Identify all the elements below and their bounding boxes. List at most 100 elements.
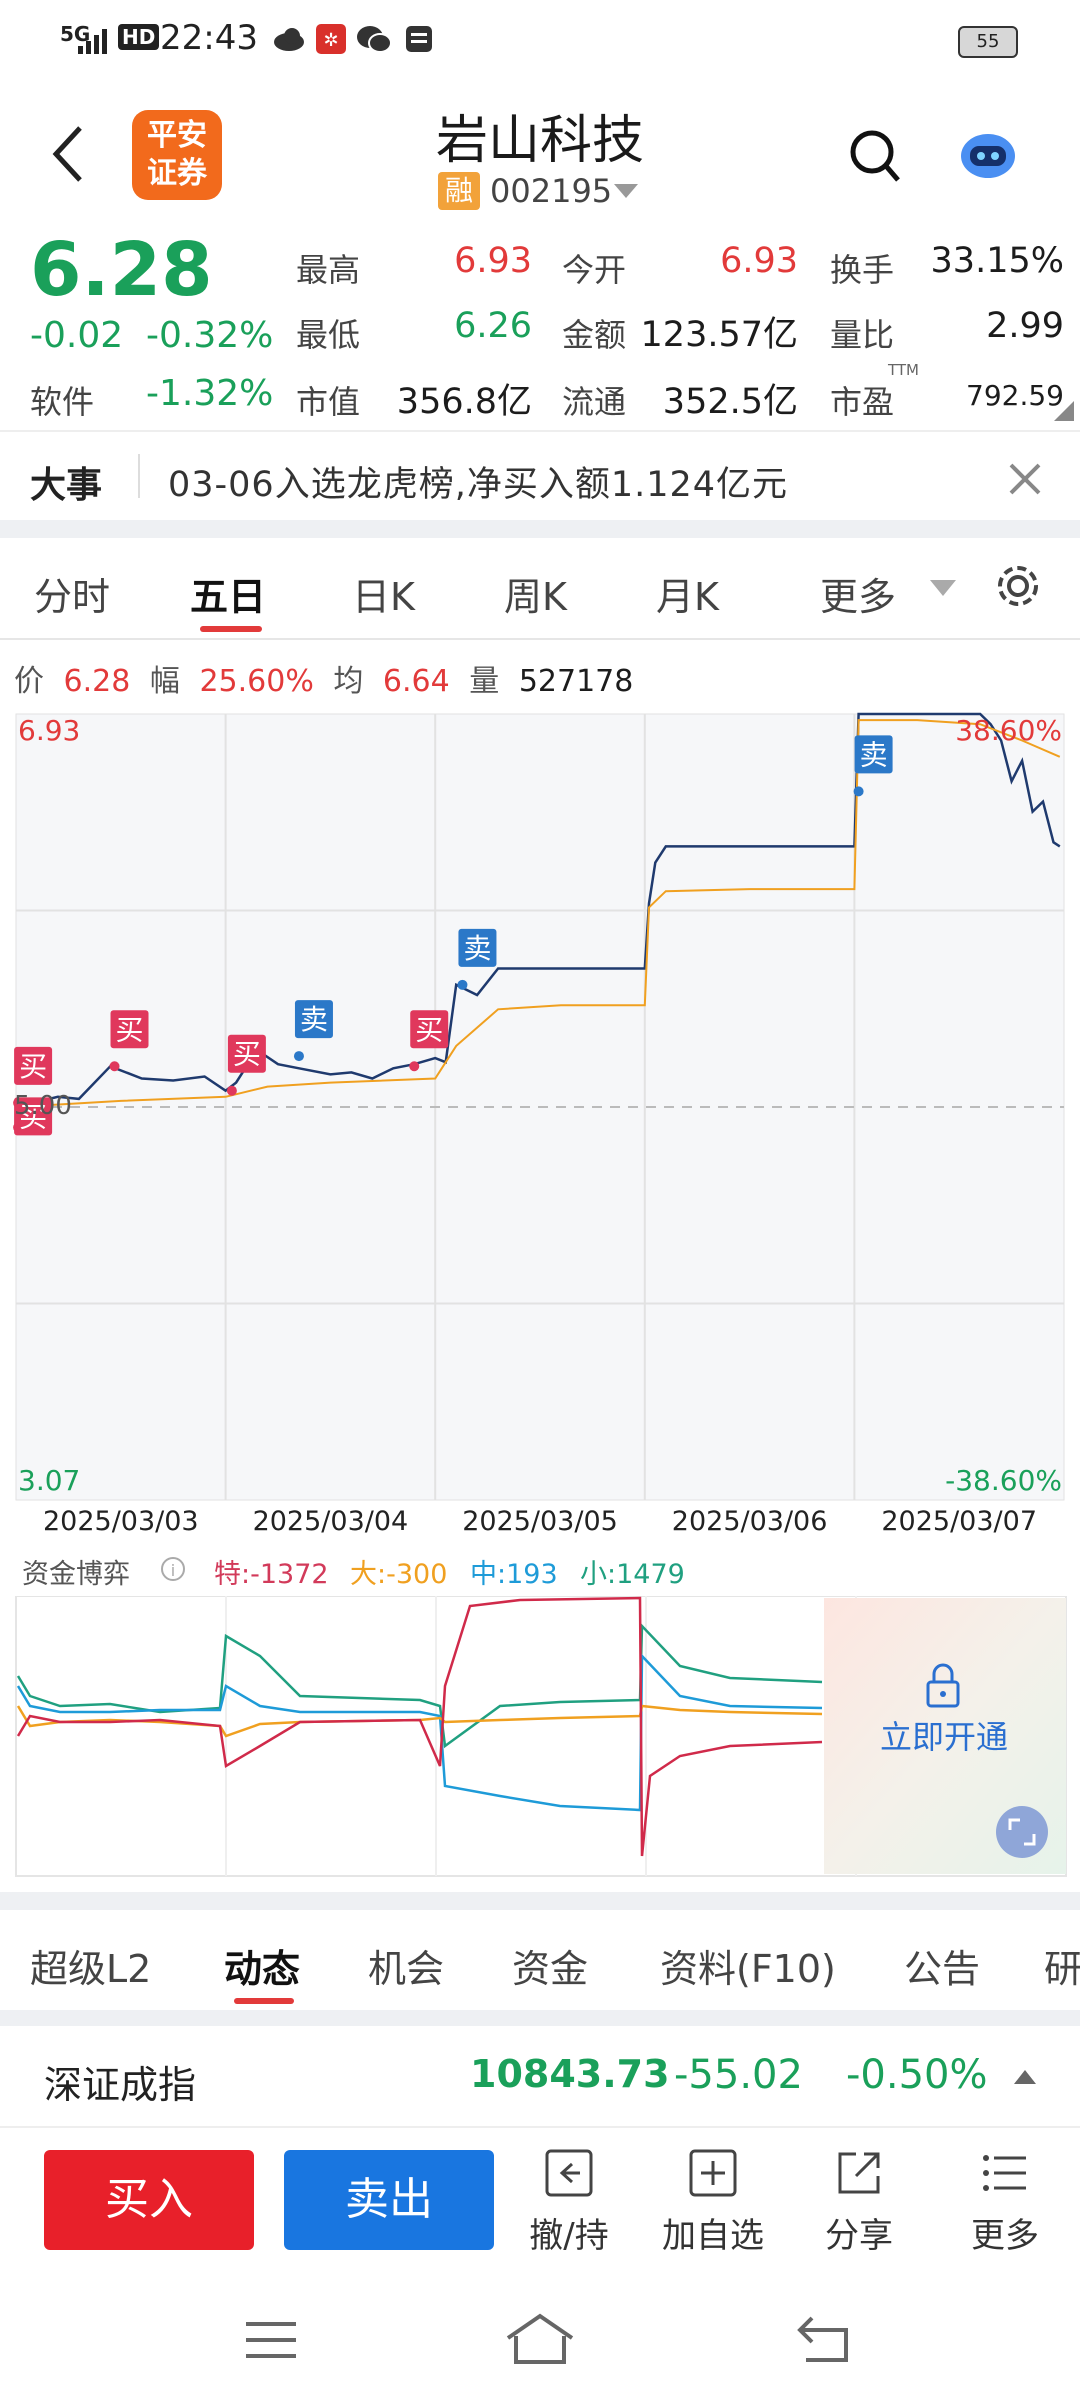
network-indicator: 5G (60, 22, 91, 46)
tab-weekly-k[interactable]: 周K (504, 575, 567, 619)
tab-monthly-k[interactable]: 月K (656, 575, 719, 619)
cancel-hold-icon (545, 2149, 593, 2197)
buy-marker-box (14, 1046, 53, 1085)
bottom-action-bar: 买入 卖出 撤/持 加自选 分享 更多 (0, 2128, 1080, 2278)
info-icon[interactable]: i (160, 1556, 186, 1582)
chevron-up-icon[interactable] (1014, 2070, 1036, 2084)
clock: 22:43 (160, 18, 258, 58)
sell-point (457, 979, 468, 990)
high-label: 最高 (296, 251, 361, 289)
chart-info-line: 价 6.28 幅 25.60% 均 6.64 量 527178 (14, 656, 633, 700)
close-icon[interactable] (1008, 462, 1042, 496)
separator (0, 520, 1080, 538)
sell-marker-label: 卖 (300, 1003, 328, 1036)
buy-marker-label: 买 (415, 1013, 443, 1046)
chevron-down-icon[interactable] (930, 580, 956, 598)
fund-special: 特:-1372 (214, 1559, 329, 1590)
index-change: -55.02 (674, 2052, 803, 2098)
chart-range: 25.60% (199, 664, 314, 699)
vol-label: 量 (469, 664, 500, 699)
amount-value: 123.57亿 (640, 315, 798, 355)
date-tick-label: 2025/03/06 (671, 1506, 828, 1537)
news-divider (138, 454, 140, 498)
tab-opportunity[interactable]: 机会 (368, 1947, 445, 1991)
tab-funds[interactable]: 资金 (512, 1947, 589, 1991)
y-max-pct-label: 38.60% (955, 714, 1062, 747)
separator (0, 2010, 1080, 2026)
tab-intraday[interactable]: 分时 (34, 575, 111, 619)
open-value: 6.93 (720, 241, 798, 281)
news-banner[interactable]: 大事 03-06入选龙虎榜,净买入额1.124亿元 (0, 430, 1080, 522)
recent-apps-icon[interactable] (244, 2318, 298, 2362)
fund-line-medium (16, 1652, 823, 1812)
unlock-link[interactable]: 立即开通 (880, 1718, 1008, 1756)
chevron-down-icon[interactable] (614, 184, 638, 200)
back-arrow-icon[interactable] (48, 124, 88, 184)
tab-more[interactable]: 更多 (820, 575, 897, 619)
avg-label: 均 (333, 664, 364, 699)
buy-point (109, 1061, 120, 1072)
low-label: 最低 (296, 316, 361, 354)
sell-point (293, 1051, 304, 1062)
sell-button[interactable]: 卖出 (284, 2150, 494, 2250)
stock-code: 002195 (490, 172, 613, 210)
add-watchlist-button[interactable]: 加自选 (648, 2148, 778, 2268)
sell-marker-box (294, 1000, 333, 1039)
home-icon[interactable] (504, 2312, 576, 2366)
section-tabs: 超级L2 动态 机会 资金 资料(F10) 公告 研 (0, 1910, 1080, 2010)
margin-badge: 融 (438, 172, 480, 210)
news-text[interactable]: 03-06入选龙虎榜,净买入额1.124亿元 (168, 465, 789, 505)
reference-price-label: 5.00 (14, 1091, 72, 1121)
price-label: 价 (14, 664, 44, 699)
tab-research[interactable]: 研 (1044, 1947, 1080, 1991)
signal-icon (78, 29, 107, 54)
add-icon (689, 2149, 737, 2197)
price-change-pct: -0.32% (146, 315, 274, 356)
sell-marker-box (854, 735, 893, 774)
sector-name[interactable]: 软件 (30, 383, 95, 421)
float-value: 352.5亿 (662, 382, 798, 422)
broker-logo[interactable]: 平安 证券 (132, 110, 222, 200)
mktcap-value: 356.8亿 (396, 382, 532, 422)
tab-daily-k[interactable]: 日K (352, 575, 415, 619)
index-name: 深证成指 (44, 2063, 197, 2107)
buy-point (226, 1085, 237, 1096)
tab-active-indicator (200, 626, 262, 632)
buy-marker-label: 买 (19, 1100, 47, 1133)
tab-five-day[interactable]: 五日 (190, 575, 267, 619)
cloud-icon (274, 28, 304, 51)
tab-announcement[interactable]: 公告 (904, 1947, 981, 1991)
separator (0, 1892, 1080, 1910)
share-button[interactable]: 分享 (794, 2148, 924, 2268)
sell-point (853, 786, 864, 797)
range-label: 幅 (149, 664, 180, 699)
index-ticker[interactable]: 深证成指 10843.73 -55.02 -0.50% (0, 2026, 1080, 2128)
chart-price: 6.28 (63, 664, 131, 699)
tab-dynamics[interactable]: 动态 (224, 1947, 301, 1991)
search-icon[interactable] (848, 128, 902, 186)
more-button[interactable]: 更多 (940, 2148, 1070, 2268)
buy-button[interactable]: 买入 (44, 2150, 254, 2250)
vol-ratio-label: 量比 (830, 316, 895, 354)
status-bar: 5G HD 22:43 ✲ 55 (0, 0, 1080, 80)
tab-f10[interactable]: 资料(F10) (660, 1947, 836, 1991)
fund-line-special (16, 1596, 823, 1857)
buy-marker-label: 买 (233, 1038, 261, 1071)
expand-corner-icon[interactable] (1054, 401, 1074, 421)
fullscreen-icon[interactable] (996, 1806, 1048, 1858)
back-nav-icon[interactable] (796, 2314, 852, 2364)
y-min-pct-label: -38.60% (945, 1464, 1062, 1497)
vol-ratio-value: 2.99 (986, 306, 1064, 346)
buy-marker-label: 买 (19, 1050, 47, 1083)
amount-label: 金额 (562, 316, 627, 354)
fund-large: 大:-300 (350, 1559, 448, 1590)
mktcap-label: 市值 (296, 383, 361, 421)
stock-header: 平安 证券 岩山科技 融 002195 (0, 80, 1080, 225)
system-nav-bar (0, 2290, 1080, 2400)
settings-gear-icon[interactable] (994, 562, 1042, 610)
ai-assistant-icon[interactable] (958, 126, 1018, 182)
tab-super-l2[interactable]: 超级L2 (30, 1947, 152, 1991)
cancel-hold-button[interactable]: 撤/持 (504, 2148, 634, 2268)
cancel-hold-label: 撤/持 (529, 2216, 609, 2256)
